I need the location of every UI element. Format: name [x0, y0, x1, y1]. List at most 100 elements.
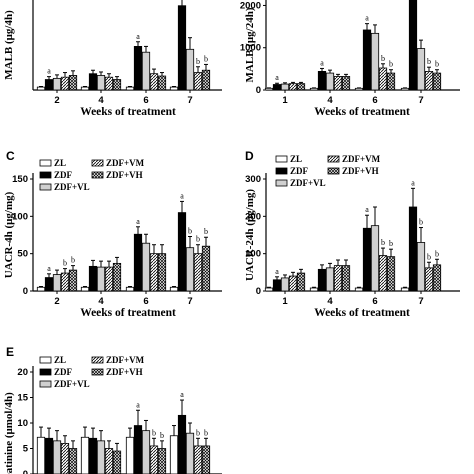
legend: ZL ZDF ZDF+VL ZDF+VM ZDF+VH	[39, 158, 145, 192]
bar	[424, 267, 434, 292]
bar	[386, 256, 396, 292]
significance-label: b	[204, 54, 208, 63]
bar	[296, 83, 306, 91]
legend-swatch	[275, 167, 288, 175]
legend-label: ZDF+VH	[106, 367, 143, 377]
significance-label: b	[427, 57, 431, 66]
bar	[201, 445, 211, 474]
significance-label: b	[381, 54, 385, 63]
chart-panel-4: 0 100 200 300 UACR-24h (μg/mg) Weeks of treat…	[244, 149, 460, 319]
significance-label: b	[389, 239, 393, 248]
legend-label: ZL	[290, 154, 302, 164]
x-axis-label: Weeks of treatment	[314, 307, 410, 319]
bar	[169, 435, 179, 474]
bar	[36, 286, 46, 292]
bar	[432, 72, 442, 91]
bar	[104, 266, 114, 292]
legend-label: ZDF+VM	[106, 355, 145, 365]
bar	[424, 71, 434, 91]
bar	[201, 69, 211, 91]
bar	[52, 440, 62, 474]
x-tick-label: 7	[187, 296, 192, 307]
bar	[141, 242, 151, 292]
legend: ZL ZDF ZDF+VL ZDF+VM ZDF+VH	[39, 355, 145, 389]
bar	[416, 48, 426, 91]
significance-label: a	[180, 191, 184, 200]
legend-swatch	[327, 155, 340, 163]
bar	[177, 5, 187, 91]
bar	[104, 448, 114, 474]
bar	[157, 75, 167, 91]
bar	[185, 432, 195, 474]
bar	[309, 87, 319, 91]
legend-label: ZDF+VM	[342, 154, 381, 164]
bar	[309, 287, 319, 292]
x-tick-label: 6	[372, 95, 377, 106]
bar	[96, 440, 106, 474]
bar	[378, 67, 388, 91]
bar	[296, 272, 306, 292]
bar	[193, 445, 203, 474]
x-axis-label: Weeks of treatment	[80, 106, 176, 118]
bar	[157, 253, 167, 292]
significance-label: b	[188, 226, 192, 235]
significance-label: a	[136, 217, 140, 226]
bar	[416, 242, 426, 292]
bar	[60, 272, 70, 292]
x-tick-label: 7	[418, 296, 423, 307]
bar	[317, 71, 327, 91]
bar	[370, 32, 380, 91]
x-tick-label: 4	[327, 95, 333, 106]
y-tick-label: 1000	[240, 43, 261, 54]
x-tick-label: 2	[54, 95, 59, 106]
chart-panel-5: 05101520creatinine (μmol/4h)E246abb7abbZ…	[3, 345, 222, 474]
significance-label: a	[180, 390, 184, 399]
legend-label: ZL	[54, 158, 66, 168]
bar	[112, 79, 122, 91]
y-tick-label: 0	[256, 286, 261, 297]
x-axis-label: Weeks of treatment	[80, 307, 176, 319]
y-tick-label: 50	[17, 249, 28, 260]
bar	[354, 287, 364, 292]
bar	[432, 264, 442, 292]
legend-label: ZDF+VL	[54, 182, 90, 192]
bar	[125, 436, 135, 474]
chart-panel-3: 0 50 100 150 UACR-4h (μg/mg) Weeks of treatme…	[3, 149, 222, 319]
bar	[60, 76, 70, 91]
bar	[169, 86, 179, 91]
bar	[125, 286, 135, 292]
bar	[157, 448, 167, 474]
legend-swatch	[39, 183, 52, 191]
bar	[370, 225, 380, 292]
y-tick-label: 100	[245, 249, 261, 260]
legend-swatch	[91, 356, 104, 364]
bar	[193, 72, 203, 91]
bar	[185, 48, 195, 91]
legend-label: ZDF+VH	[342, 166, 379, 176]
y-tick-label: 5	[23, 444, 29, 455]
legend-label: ZDF+VH	[106, 170, 143, 180]
bar	[177, 414, 187, 474]
y-axis-label: UACR-4h (μg/mg)	[3, 191, 15, 278]
y-axis-label: MALB (μg/24h)	[244, 7, 256, 82]
significance-label: b	[419, 218, 423, 227]
y-tick-label: 150	[12, 174, 28, 185]
legend-swatch	[39, 380, 52, 388]
bar	[325, 72, 335, 91]
bar	[378, 255, 388, 292]
bar	[52, 77, 62, 91]
bar	[362, 227, 372, 292]
legend-label: ZDF	[290, 166, 309, 176]
bar	[96, 75, 106, 91]
y-tick-label: 0	[256, 85, 261, 96]
bar	[88, 73, 98, 91]
significance-label: a	[275, 73, 279, 82]
x-tick-label: 4	[98, 95, 104, 106]
legend-swatch	[39, 356, 52, 364]
y-tick-label: 15	[17, 393, 28, 404]
y-tick-label: 200	[245, 211, 261, 222]
bar	[80, 86, 90, 91]
y-tick-label: 0	[23, 469, 28, 474]
y-axis-label: UACR-24h (μg/mg)	[244, 189, 256, 281]
